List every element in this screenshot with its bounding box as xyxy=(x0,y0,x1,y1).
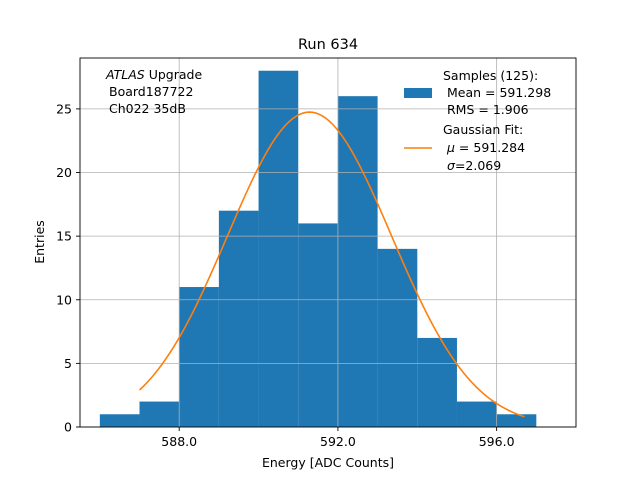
annotation-board: Board187722 xyxy=(109,84,193,99)
legend-samples-title: Samples (125): xyxy=(443,68,538,83)
legend-mu-symbol: μ xyxy=(446,140,455,155)
x-tick-label: 588.0 xyxy=(161,434,197,449)
histogram-bar xyxy=(139,401,180,427)
histogram-bar xyxy=(258,70,299,428)
legend-samples-rms: RMS = 1.906 xyxy=(447,102,529,117)
histogram-bar xyxy=(298,223,338,427)
legend-fit-sigma: σ=2.069 xyxy=(447,158,501,173)
annotation: ATLAS Upgrade Board187722 Ch022 35dB xyxy=(105,67,202,116)
legend-fit-title: Gaussian Fit: xyxy=(443,122,523,137)
x-axis-ticks: 588.0 592.0 596.0 xyxy=(161,427,515,449)
gaussian-fit-curve xyxy=(138,111,525,418)
histogram-bar xyxy=(337,96,378,427)
histogram-bar xyxy=(417,337,457,427)
y-tick-label: 0 xyxy=(64,420,72,435)
y-tick-label: 15 xyxy=(56,229,72,244)
y-tick-label: 25 xyxy=(56,101,72,116)
legend-sigma-symbol: σ xyxy=(447,158,456,173)
annotation-channel: Ch022 35dB xyxy=(109,101,186,116)
x-tick-label: 596.0 xyxy=(479,434,515,449)
histogram-bars xyxy=(99,70,537,428)
x-tick-label: 592.0 xyxy=(320,434,356,449)
legend-samples-swatch xyxy=(404,88,432,98)
chart-title: Run 634 xyxy=(298,37,358,53)
histogram-bar xyxy=(218,210,259,427)
histogram-bar xyxy=(496,414,537,427)
histogram-bar xyxy=(456,401,497,427)
histogram-bar xyxy=(99,414,140,427)
legend-sigma-value: =2.069 xyxy=(455,158,501,173)
annotation-upgrade: Upgrade xyxy=(145,67,203,82)
legend: Samples (125): Mean = 591.298 RMS = 1.90… xyxy=(404,68,551,173)
y-tick-label: 20 xyxy=(56,165,72,180)
legend-mu-value: = 591.284 xyxy=(455,140,525,155)
plot-frame xyxy=(79,57,577,428)
y-tick-label: 10 xyxy=(56,292,72,307)
legend-fit-mu: μ = 591.284 xyxy=(446,140,525,155)
y-axis-ticks: 0 5 10 15 20 25 xyxy=(56,101,80,435)
y-axis-label: Entries xyxy=(32,220,47,264)
x-axis-label: Energy [ADC Counts] xyxy=(262,455,394,470)
annotation-line-1: ATLAS Upgrade xyxy=(105,67,202,82)
histogram-bar xyxy=(377,248,418,427)
legend-samples-mean: Mean = 591.298 xyxy=(447,85,551,100)
annotation-atlas: ATLAS xyxy=(105,67,145,82)
y-tick-label: 5 xyxy=(64,356,72,371)
histogram-bar xyxy=(179,287,219,427)
